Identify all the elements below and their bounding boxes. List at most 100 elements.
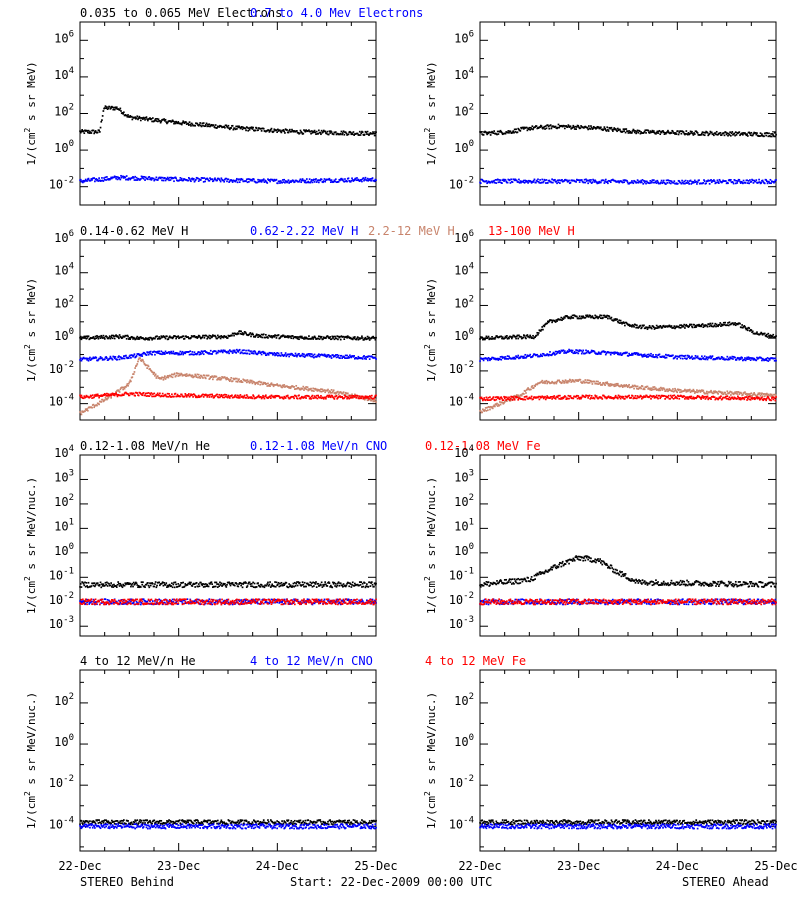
data-point	[662, 324, 665, 327]
data-point	[192, 178, 194, 181]
data-point	[718, 132, 721, 135]
data-point	[627, 132, 630, 134]
data-point	[335, 394, 338, 397]
data-point	[540, 396, 543, 399]
data-point	[343, 356, 346, 358]
data-point	[713, 324, 716, 327]
data-point	[163, 176, 166, 179]
data-point	[233, 395, 236, 397]
data-point	[260, 179, 262, 182]
data-point	[693, 181, 695, 184]
data-point	[154, 337, 156, 340]
data-point	[536, 331, 539, 334]
data-point	[154, 374, 156, 377]
data-point	[286, 181, 288, 184]
data-point	[235, 125, 238, 128]
data-point	[612, 128, 615, 131]
data-point	[279, 384, 282, 387]
data-point	[498, 130, 501, 133]
data-point	[304, 130, 307, 133]
data-point	[192, 353, 195, 356]
legend-entry: 2.2-12 MeV H	[368, 224, 455, 238]
data-point	[144, 394, 146, 397]
data-point	[545, 127, 548, 130]
data-point	[713, 179, 715, 181]
data-point	[766, 359, 768, 362]
data-point	[196, 337, 199, 339]
data-point	[548, 381, 551, 384]
data-point	[320, 336, 322, 339]
data-point	[522, 126, 524, 129]
data-point	[729, 134, 732, 137]
data-point	[291, 353, 293, 355]
data-point	[370, 397, 372, 399]
data-point	[759, 132, 762, 135]
data-point	[607, 317, 609, 320]
data-point	[184, 373, 187, 376]
data-point	[663, 181, 666, 184]
data-point	[183, 337, 186, 340]
data-point	[696, 391, 699, 394]
data-point	[715, 130, 718, 133]
data-point	[244, 331, 247, 334]
data-point	[713, 325, 715, 328]
data-point	[501, 355, 503, 358]
data-point	[108, 395, 110, 398]
data-point	[561, 397, 563, 400]
data-point	[245, 349, 247, 352]
data-point	[100, 334, 103, 337]
data-point	[293, 181, 296, 183]
data-point	[667, 129, 669, 132]
data-point	[316, 397, 319, 400]
data-point	[116, 335, 119, 337]
data-point	[732, 322, 734, 324]
data-point	[720, 391, 722, 394]
data-point	[341, 178, 344, 181]
data-point	[606, 180, 609, 183]
data-point	[590, 380, 593, 383]
data-point	[696, 183, 698, 185]
data-point	[626, 130, 629, 133]
data-point	[110, 177, 113, 180]
data-point	[292, 179, 295, 182]
data-point	[750, 180, 753, 183]
data-point	[514, 336, 517, 338]
data-point	[684, 182, 686, 185]
data-point	[687, 326, 690, 328]
data-point	[148, 395, 151, 397]
data-point	[758, 392, 761, 394]
data-point	[520, 394, 523, 397]
data-point	[501, 397, 503, 400]
data-point	[578, 181, 581, 183]
data-point	[140, 175, 143, 178]
data-point	[236, 125, 239, 128]
data-point	[363, 397, 366, 399]
data-point	[105, 394, 108, 397]
data-point	[187, 122, 189, 125]
data-point	[128, 355, 131, 358]
data-point	[683, 132, 686, 135]
data-point	[325, 397, 327, 400]
data-point	[279, 129, 281, 132]
data-point	[657, 132, 659, 134]
data-point	[296, 397, 299, 400]
data-point	[613, 127, 616, 129]
data-point	[516, 356, 519, 359]
data-point	[479, 410, 482, 413]
data-point	[640, 354, 643, 357]
data-point	[212, 395, 214, 397]
series-blue	[79, 174, 377, 185]
data-point	[643, 179, 645, 182]
data-point	[137, 117, 140, 120]
data-point	[140, 353, 143, 356]
data-point	[752, 182, 755, 184]
data-point	[554, 353, 556, 356]
data-point	[221, 395, 223, 397]
data-point	[674, 389, 677, 391]
data-point	[303, 181, 306, 184]
data-point	[732, 182, 735, 185]
data-point	[89, 179, 92, 182]
data-point	[718, 323, 721, 326]
data-point	[298, 394, 300, 397]
